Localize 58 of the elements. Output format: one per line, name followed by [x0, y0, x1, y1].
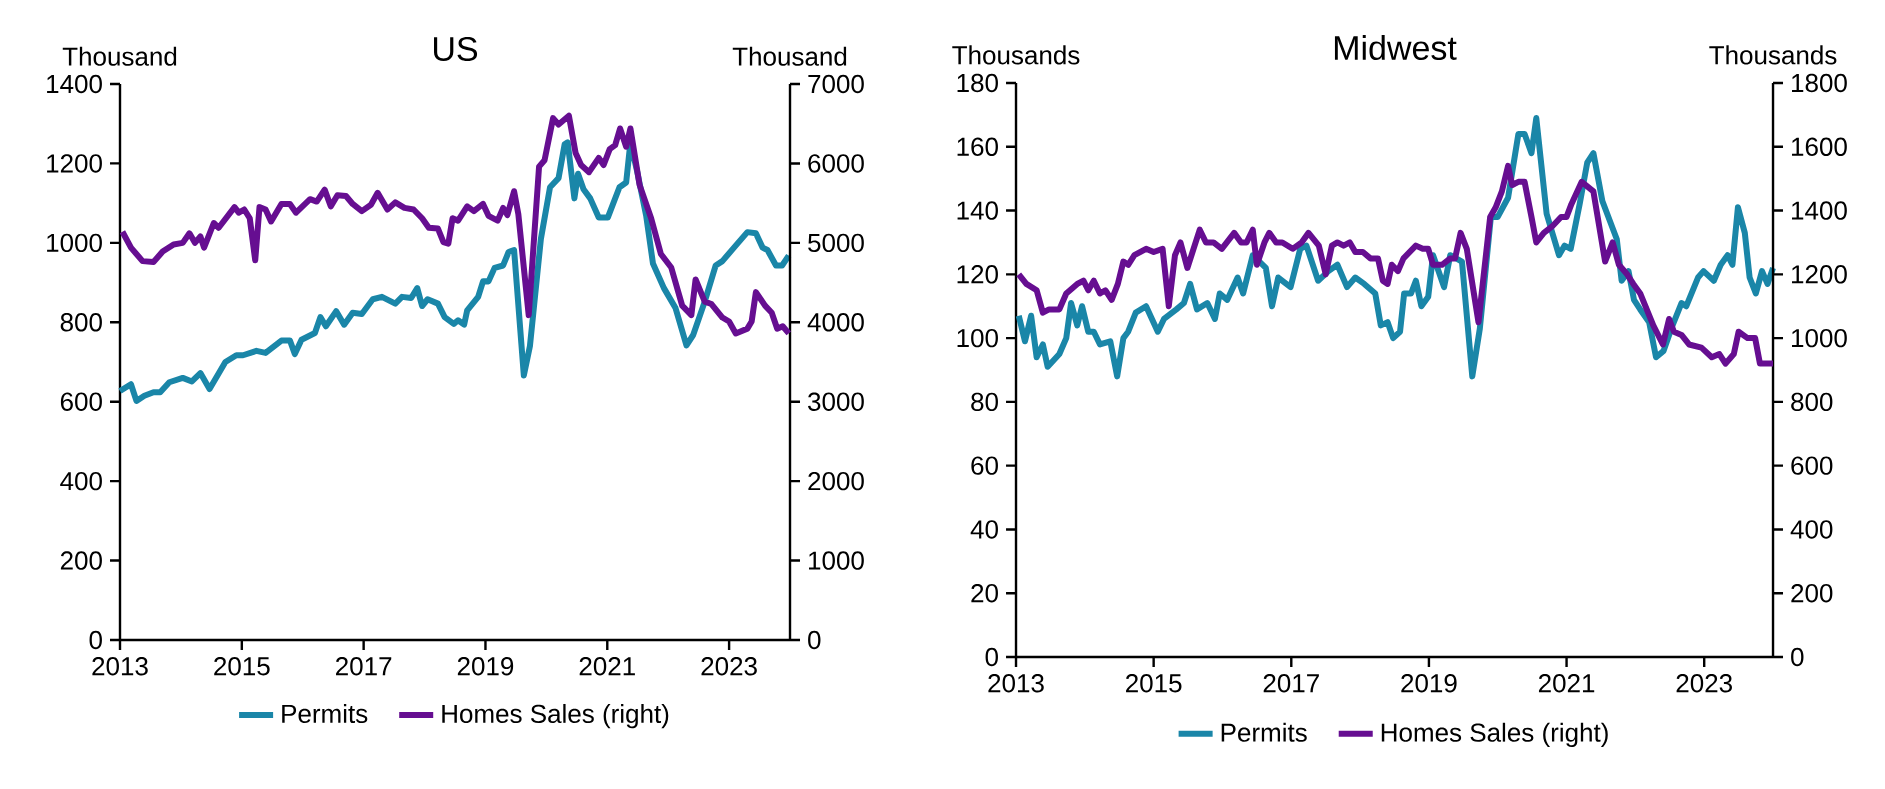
- y-tick-label: 60: [971, 456, 998, 475]
- y2-tick-label: 5000: [808, 233, 864, 253]
- y-tick-label: 400: [60, 471, 102, 491]
- y-tick-label: 800: [60, 313, 102, 332]
- x-tick-label: 2013: [988, 674, 1044, 693]
- x-tick-label: 2023: [701, 657, 757, 676]
- y2-tick-label: 4000: [807, 313, 864, 332]
- x-tick-label: 2013: [92, 657, 148, 676]
- y2-tick-label: 400: [1790, 520, 1833, 539]
- y-tick-label: 0: [985, 647, 998, 667]
- x-tick-label: 2017: [1263, 674, 1319, 693]
- y-tick-label: 80: [971, 392, 998, 412]
- legend-label: Homes Sales (right): [1381, 722, 1608, 748]
- y2-tick-label: 1800: [1792, 73, 1847, 93]
- legend-label: Permits: [282, 703, 368, 724]
- x-tick-label: 2015: [1126, 674, 1182, 693]
- y-tick-label: 1000: [47, 233, 102, 253]
- y2-tick-label: 7000: [808, 74, 864, 94]
- y-tick-label: 40: [970, 520, 998, 539]
- y-tick-label: 120: [957, 265, 998, 284]
- y-axis-title: Thousands: [952, 45, 1080, 65]
- chart-title: US: [434, 36, 478, 62]
- y2-tick-label: 1000: [809, 551, 864, 570]
- y2-tick-label: 0: [1791, 647, 1804, 667]
- x-tick-label: 2017: [336, 657, 392, 676]
- y2-axis-title: Thousands: [1709, 45, 1837, 65]
- y-tick-label: 1400: [47, 74, 102, 94]
- y2-tick-label: 200: [1791, 584, 1833, 603]
- legend-label: Homes Sales (right): [442, 703, 669, 729]
- y-tick-label: 160: [957, 137, 998, 156]
- x-tick-label: 2021: [579, 657, 635, 676]
- y-tick-label: 0: [89, 630, 102, 650]
- y2-tick-label: 2000: [808, 471, 864, 491]
- x-tick-label: 2021: [1538, 674, 1595, 693]
- y-tick-label: 180: [957, 73, 998, 93]
- legend-label: Permits: [1221, 722, 1307, 742]
- y2-tick-label: 1400: [1792, 201, 1847, 220]
- chart-title: Midwest: [1334, 35, 1457, 61]
- y-tick-label: 200: [60, 551, 102, 570]
- x-tick-label: 2023: [1676, 674, 1732, 693]
- y-axis-title: Thousand: [62, 46, 177, 66]
- y2-tick-label: 3000: [808, 392, 864, 411]
- y2-tick-label: 800: [1791, 392, 1833, 412]
- y-tick-label: 1200: [47, 154, 102, 173]
- x-tick-label: 2019: [457, 657, 514, 676]
- y2-axis-title: Thousand: [732, 46, 847, 66]
- x-tick-label: 2015: [214, 657, 270, 676]
- x-tick-label: 2019: [1401, 674, 1457, 693]
- y-tick-label: 600: [60, 392, 102, 411]
- y2-tick-label: 1200: [1792, 265, 1847, 284]
- y-tick-label: 140: [957, 201, 998, 220]
- y2-tick-label: 1600: [1792, 137, 1847, 156]
- y-tick-label: 20: [971, 584, 998, 603]
- y-tick-label: 100: [957, 328, 998, 348]
- y2-tick-label: 1000: [1792, 328, 1847, 348]
- y2-tick-label: 6000: [808, 154, 864, 173]
- y2-tick-label: 0: [808, 630, 821, 650]
- y2-tick-label: 600: [1791, 456, 1833, 475]
